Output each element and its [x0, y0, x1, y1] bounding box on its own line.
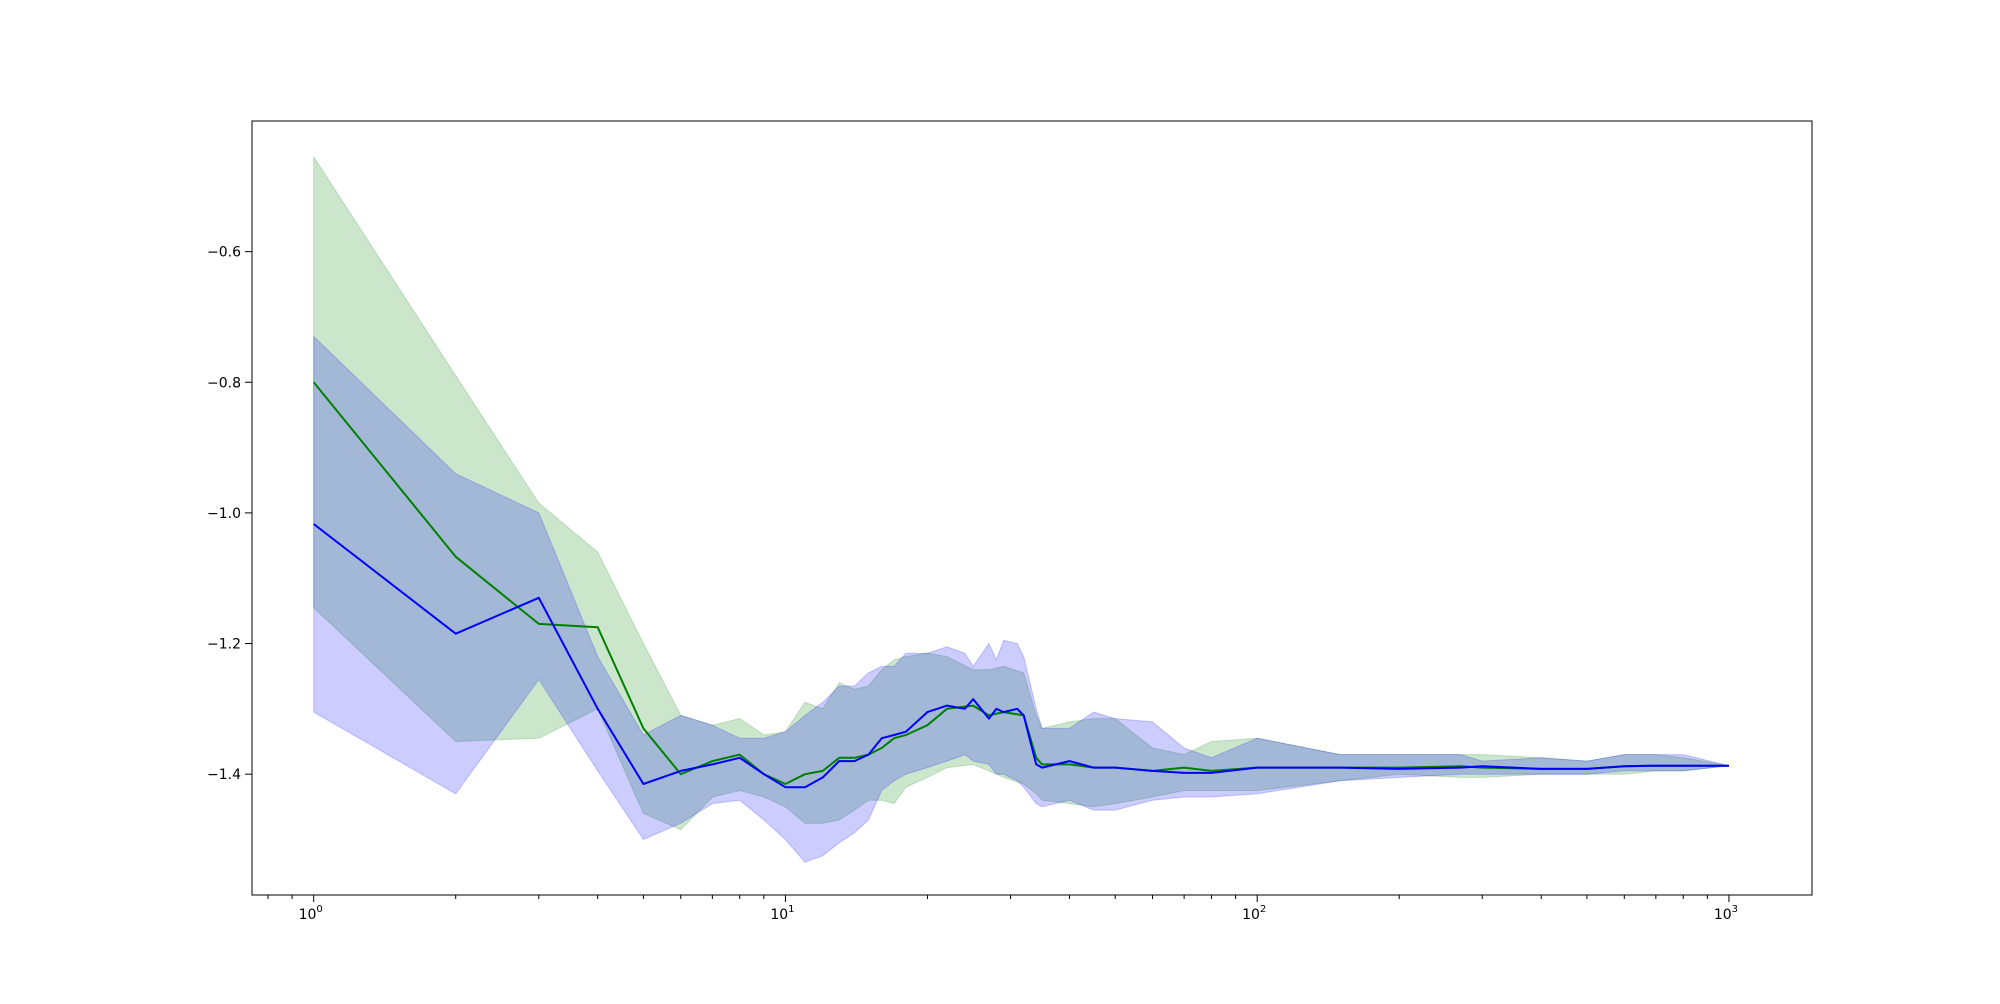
confidence-bands — [313, 155, 1730, 863]
y-tick-label: −1.4 — [207, 767, 241, 783]
x-tick-exponent: 3 — [1732, 904, 1738, 915]
y-tick-label: −1.2 — [207, 637, 241, 653]
x-tick-label: 103 — [1714, 904, 1738, 923]
y-axis: −0.6 −0.8 −1.0 −1.2 −1.4 — [207, 245, 252, 783]
x-tick-exponent: 0 — [316, 904, 322, 915]
x-tick-label: 100 — [299, 904, 323, 923]
series-line-2 — [313, 523, 1729, 789]
x-tick-label: 101 — [770, 904, 794, 923]
y-tick-label: −1.0 — [207, 506, 241, 522]
y-tick-label: −0.8 — [207, 375, 241, 391]
x-tick-label: 102 — [1242, 904, 1266, 923]
x-axis: 100 101 102 103 — [267, 895, 1738, 923]
y-tick-label: −0.6 — [207, 245, 241, 261]
series-lines — [312, 381, 1729, 789]
x-tick-exponent: 1 — [788, 904, 794, 915]
confidence-band-2 — [313, 335, 1730, 863]
axes-frame — [251, 120, 1813, 896]
x-tick-exponent: 2 — [1260, 904, 1266, 915]
series-line-1 — [312, 381, 1729, 785]
confidence-band-1 — [313, 155, 1729, 831]
